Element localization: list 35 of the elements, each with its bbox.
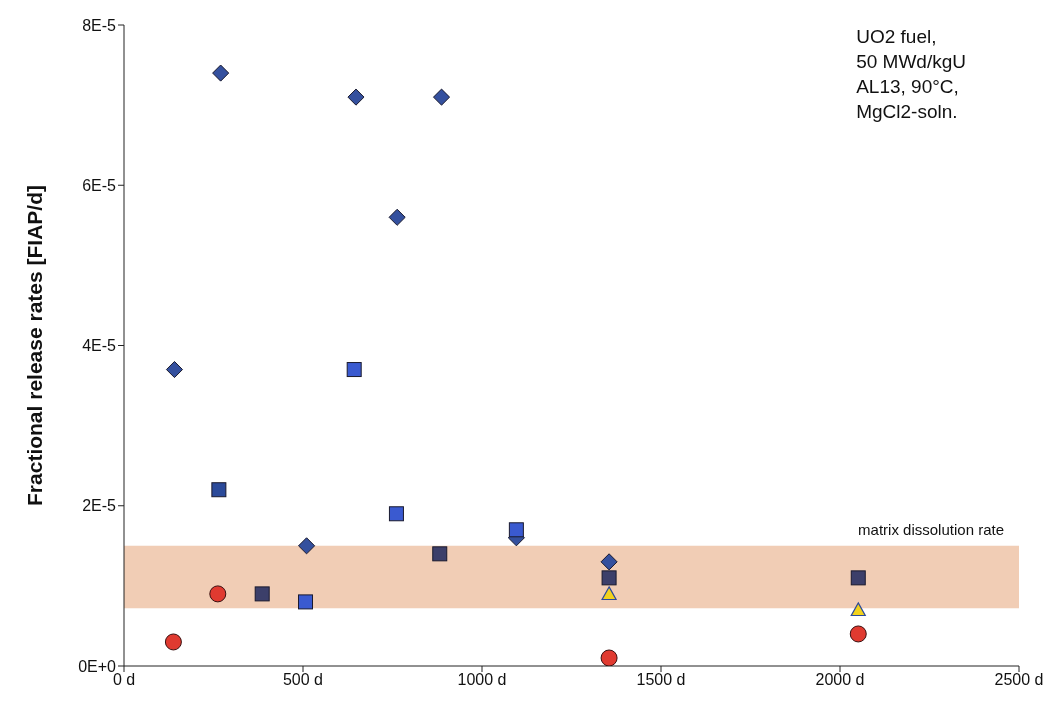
y-axis-title: Fractional release rates [FIAP/d] bbox=[23, 185, 47, 506]
point bbox=[346, 362, 362, 378]
point bbox=[388, 208, 406, 226]
point bbox=[600, 553, 618, 571]
annotation: UO2 fuel, 50 MWd/kgU AL13, 90°C, MgCl2-soln. bbox=[856, 25, 966, 124]
point bbox=[508, 522, 524, 538]
point bbox=[388, 506, 404, 522]
y-tick-label: 8E-5 bbox=[82, 16, 117, 34]
x-tick-label: 2000 d bbox=[815, 671, 865, 689]
x-tick-label: 1500 d bbox=[636, 671, 686, 689]
point bbox=[601, 586, 617, 601]
x-tick-label: 2500 d bbox=[994, 671, 1044, 689]
point bbox=[254, 586, 270, 602]
point bbox=[850, 570, 866, 586]
point bbox=[298, 594, 314, 610]
point bbox=[165, 360, 184, 379]
y-tick-label: 2E-5 bbox=[82, 497, 117, 515]
point bbox=[298, 537, 316, 555]
y-tick-label: 4E-5 bbox=[82, 337, 117, 355]
point bbox=[209, 585, 227, 603]
point bbox=[433, 88, 451, 106]
x-tick-label: 0 d bbox=[112, 671, 136, 689]
band-label: matrix dissolution rate bbox=[858, 521, 1004, 539]
point bbox=[164, 633, 182, 651]
x-tick-label: 1000 d bbox=[457, 671, 507, 689]
point bbox=[600, 649, 618, 666]
point bbox=[347, 88, 365, 106]
point bbox=[211, 482, 227, 498]
point bbox=[212, 64, 230, 82]
point bbox=[850, 602, 866, 617]
y-tick-label: 6E-5 bbox=[82, 176, 117, 194]
point bbox=[849, 625, 867, 643]
x-tick-label: 500 d bbox=[282, 671, 324, 689]
point bbox=[432, 546, 448, 562]
point bbox=[601, 570, 617, 586]
